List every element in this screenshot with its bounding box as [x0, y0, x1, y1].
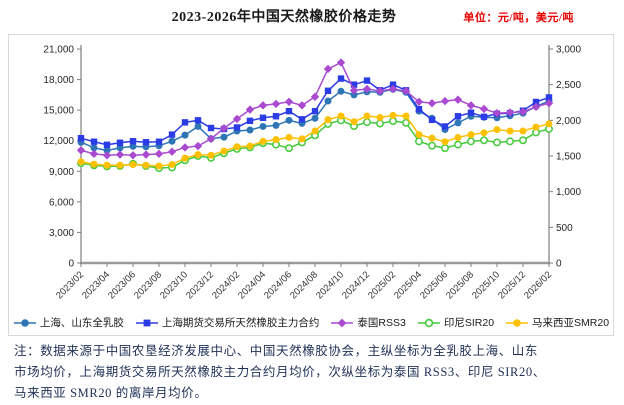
- x-tick-label: 2025/08: [444, 269, 476, 301]
- legend-item-futures: 上海期货交易所天然橡胶主力合约: [135, 315, 320, 330]
- series-1: [77, 75, 553, 148]
- x-tick-label: 2024/12: [340, 269, 372, 301]
- legend-label-smr20: 马来西亚SMR20: [532, 317, 610, 329]
- y-left-tick-label: 9,000: [49, 167, 74, 178]
- legend-item-sir20: 印尼SIR20: [417, 315, 494, 330]
- chart-box: 0 3,000 6,000 9,000 12,000 15,000 18,000 21,000…: [8, 34, 614, 336]
- unit-label: 单位：元/吨，美元/吨: [463, 12, 574, 24]
- x-tick-label: 2023/06: [106, 269, 138, 301]
- x-tick-label: 2025/02: [366, 269, 398, 301]
- x-tick-label: 2023/02: [54, 269, 86, 301]
- series-4: [77, 111, 553, 170]
- note-line-2: 市场均价，上海期货交易所天然橡胶主力合约月均价，次纵坐标为泰国 RSS3、印尼 …: [14, 365, 546, 379]
- y-left-tick-label: 0: [68, 259, 74, 270]
- title-row: 2023-2026年中国天然橡胶价格走势 单位：元/吨，美元/吨: [0, 6, 624, 28]
- x-tick-label: 2024/10: [314, 269, 346, 301]
- y-left-tick-label: 6,000: [49, 197, 74, 208]
- x-tick-label: 2024/04: [236, 269, 268, 301]
- series-2: [76, 58, 554, 160]
- x-tick-label: 2025/12: [496, 269, 528, 301]
- note-line-1: 注：数据来源于中国农垦经济发展中心、中国天然橡胶协会，主纵坐标为全乳胶上海、山东: [14, 344, 539, 358]
- legend-marker-open-circle-icon: [417, 318, 440, 327]
- x-tick-label: 2025/06: [418, 269, 450, 301]
- x-tick-label: 2023/10: [158, 269, 190, 301]
- legend-label-futures: 上海期货交易所天然橡胶主力合约: [161, 317, 320, 329]
- y-right-tick-label: 2,000: [556, 116, 581, 127]
- legend-marker-diamond-icon: [331, 318, 354, 327]
- x-tick-label: 2025/04: [392, 269, 424, 301]
- legend-label-sir20: 印尼SIR20: [443, 317, 495, 329]
- x-tick-label: 2023/08: [132, 269, 164, 301]
- y-left-tick-label: 12,000: [43, 136, 74, 147]
- y-right-tick-label: 500: [556, 223, 573, 234]
- y-axis-left: 0 3,000 6,000 9,000 12,000 15,000 18,000 21,000: [43, 45, 81, 270]
- y-right-tick-label: 3,000: [556, 45, 581, 56]
- legend-label-latex: 上海、山东全乳胶: [39, 317, 124, 329]
- y-right-tick-label: 1,500: [556, 152, 581, 163]
- y-right-tick-label: 0: [556, 259, 562, 270]
- legend-item-smr20: 马来西亚SMR20: [505, 315, 609, 330]
- x-tick-label: 2023/12: [184, 269, 216, 301]
- y-left-tick-label: 15,000: [43, 106, 74, 117]
- legend-item-rss3: 泰国RSS3: [330, 315, 406, 330]
- y-axis-right: 0 500 1,000 1,500 2,000 2,500 3,000: [549, 45, 581, 270]
- x-tick-label: 2023/04: [80, 269, 112, 301]
- x-tick-label: 2025/10: [470, 269, 502, 301]
- chart-title: 2023-2026年中国天然橡胶价格走势: [171, 10, 397, 25]
- legend-marker-circle-icon: [13, 318, 36, 327]
- y-right-tick-label: 2,500: [556, 80, 581, 91]
- y-left-tick-label: 18,000: [43, 75, 74, 86]
- x-tick-label: 2024/02: [210, 269, 242, 301]
- note: 注：数据来源于中国农垦经济发展中心、中国天然橡胶协会，主纵坐标为全乳胶上海、山东…: [14, 341, 612, 404]
- line-chart: 0 3,000 6,000 9,000 12,000 15,000 18,000 21,000…: [43, 45, 581, 302]
- y-left-tick-label: 21,000: [43, 45, 74, 56]
- x-axis: 2023/022023/042023/062023/082023/102023/…: [54, 263, 554, 301]
- legend-item-latex: 上海、山东全乳胶: [13, 315, 124, 330]
- legend-marker-yellow-circle-icon: [506, 318, 529, 327]
- y-left-tick-label: 3,000: [49, 228, 74, 239]
- x-tick-label: 2024/06: [262, 269, 294, 301]
- x-tick-label: 2026/02: [522, 269, 554, 301]
- y-right-tick-label: 1,000: [556, 187, 581, 198]
- x-tick-label: 2024/08: [288, 269, 320, 301]
- chart-legend: 上海、山东全乳胶 上海期货交易所天然橡胶主力合约 泰国RSS3 印尼SIR20 …: [9, 315, 613, 330]
- legend-label-rss3: 泰国RSS3: [357, 317, 406, 329]
- legend-marker-square-icon: [135, 319, 158, 326]
- note-line-3: 马来西亚 SMR20 的离岸月均价。: [14, 386, 208, 400]
